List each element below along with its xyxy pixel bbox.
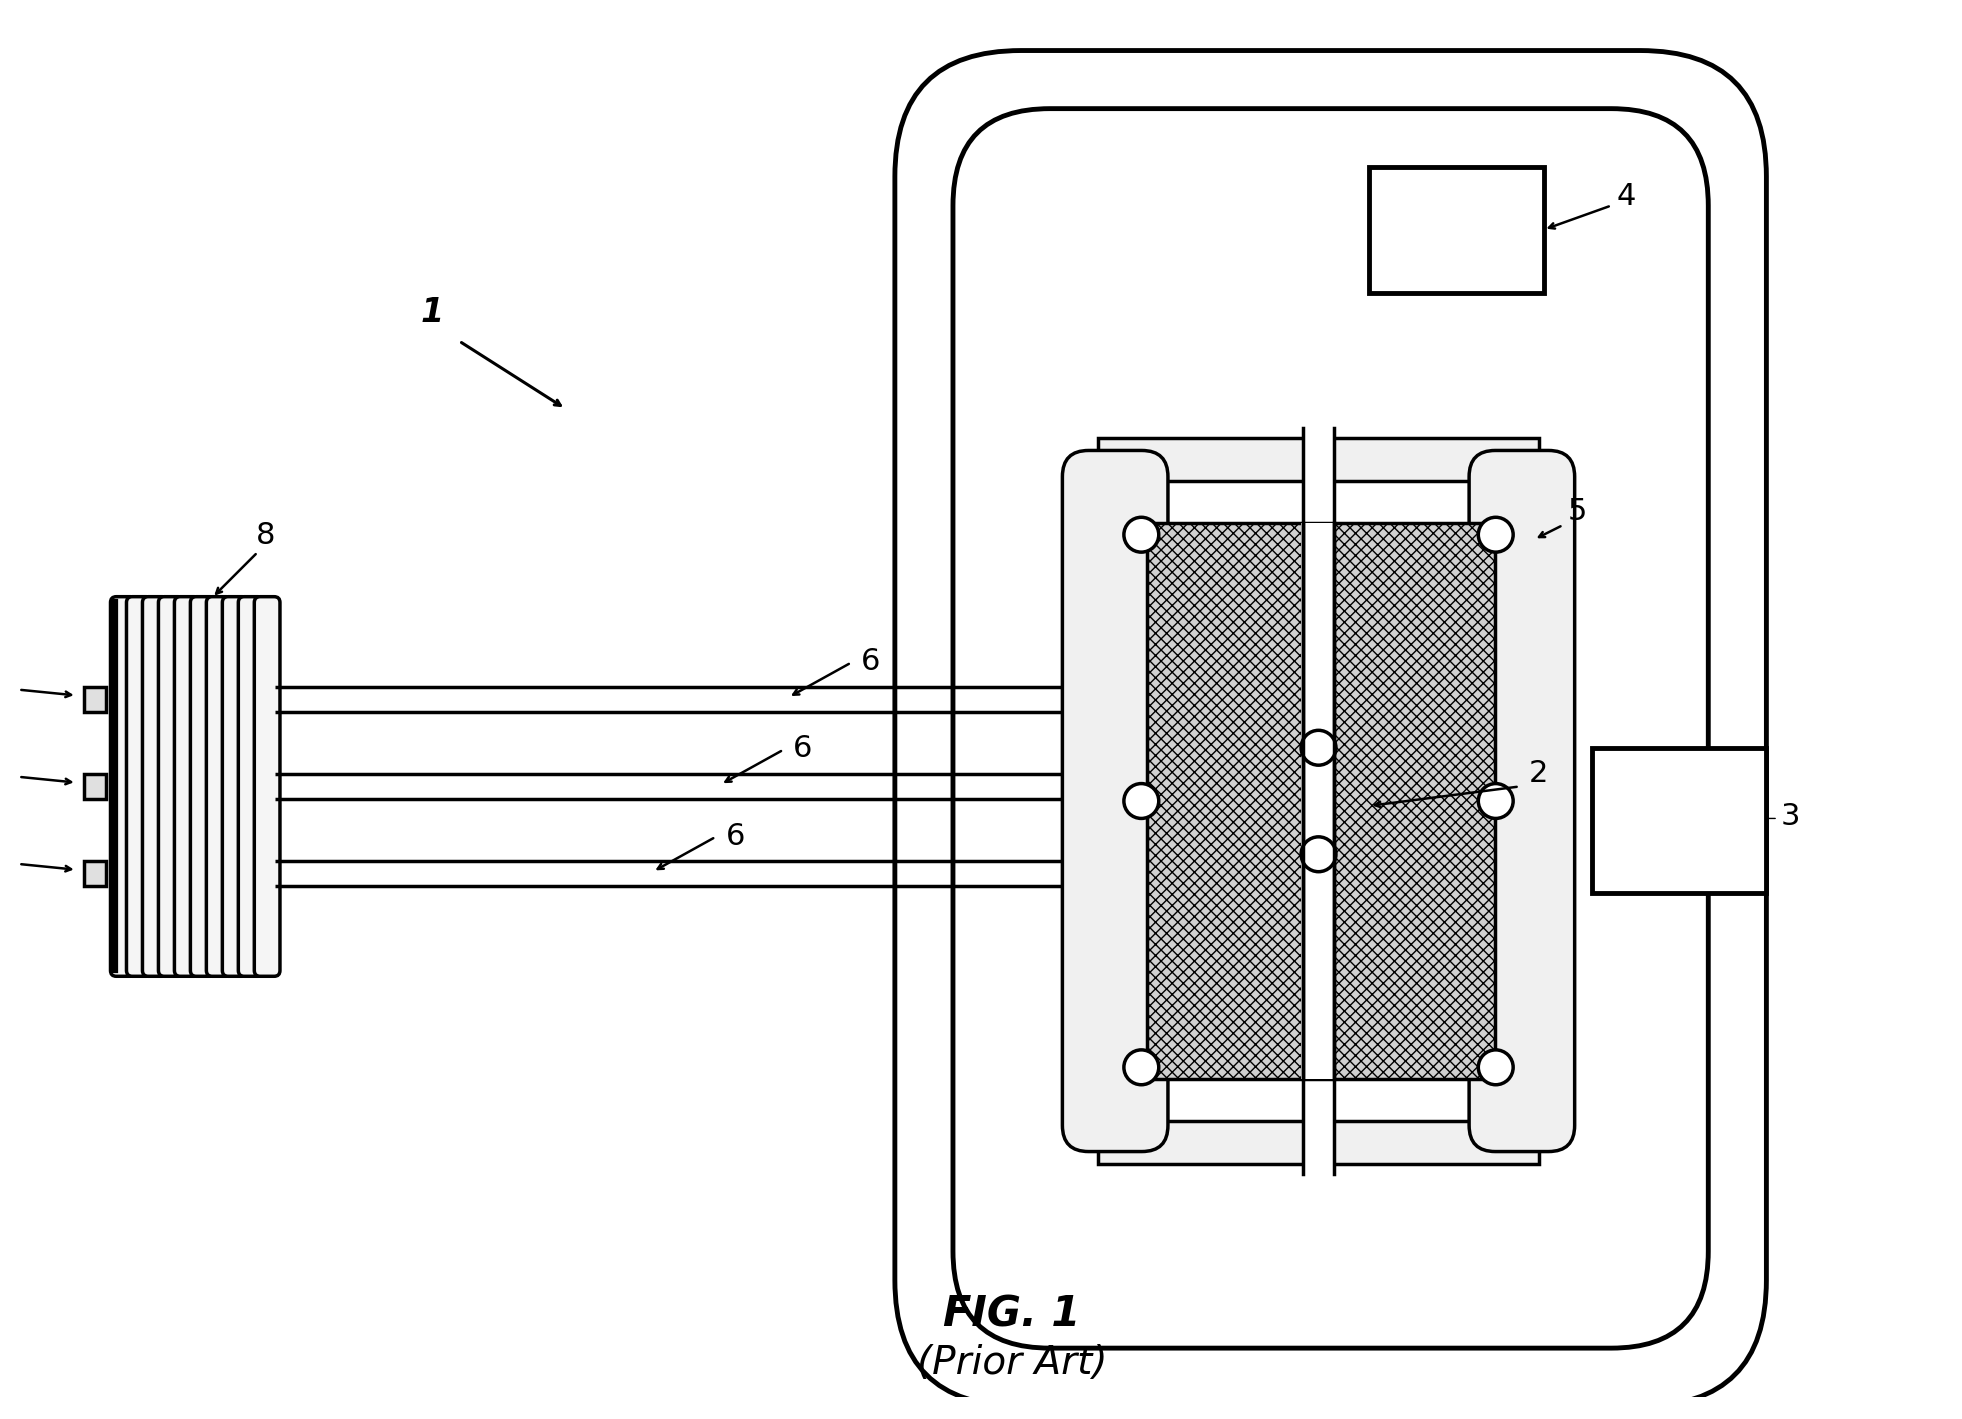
Bar bbox=[1369, 167, 1544, 292]
Text: (Prior Art): (Prior Art) bbox=[916, 1344, 1107, 1382]
FancyBboxPatch shape bbox=[159, 596, 184, 976]
FancyBboxPatch shape bbox=[110, 596, 135, 976]
Bar bbox=[1301, 524, 1336, 1078]
FancyBboxPatch shape bbox=[1470, 450, 1575, 1152]
FancyBboxPatch shape bbox=[143, 596, 169, 976]
Bar bbox=[84, 773, 106, 799]
Text: 6: 6 bbox=[793, 735, 812, 763]
Text: FIG. 1: FIG. 1 bbox=[944, 1293, 1081, 1335]
FancyBboxPatch shape bbox=[190, 596, 216, 976]
Bar bbox=[1099, 438, 1538, 481]
Bar bbox=[84, 687, 106, 712]
Text: 4: 4 bbox=[1617, 183, 1636, 211]
Bar bbox=[1303, 419, 1334, 1183]
Circle shape bbox=[1124, 783, 1160, 819]
FancyBboxPatch shape bbox=[1007, 163, 1654, 1294]
FancyBboxPatch shape bbox=[1061, 450, 1167, 1152]
Text: 6: 6 bbox=[726, 822, 746, 850]
Text: 6: 6 bbox=[861, 647, 881, 677]
Bar bbox=[84, 861, 106, 887]
Text: 2: 2 bbox=[1528, 759, 1548, 788]
FancyBboxPatch shape bbox=[255, 596, 281, 976]
Text: 8: 8 bbox=[255, 521, 275, 551]
Circle shape bbox=[1301, 837, 1336, 871]
Circle shape bbox=[1477, 783, 1513, 819]
Circle shape bbox=[1301, 731, 1336, 765]
FancyBboxPatch shape bbox=[222, 596, 247, 976]
Text: 1: 1 bbox=[420, 295, 443, 329]
Text: 3: 3 bbox=[1781, 802, 1801, 832]
Bar bbox=[1099, 1121, 1538, 1164]
Circle shape bbox=[1477, 1050, 1513, 1084]
Circle shape bbox=[1124, 1050, 1160, 1084]
Bar bbox=[1591, 748, 1766, 893]
Circle shape bbox=[1124, 518, 1160, 552]
FancyBboxPatch shape bbox=[206, 596, 232, 976]
FancyBboxPatch shape bbox=[126, 596, 153, 976]
FancyBboxPatch shape bbox=[924, 79, 1736, 1378]
Bar bbox=[1146, 524, 1495, 1078]
FancyBboxPatch shape bbox=[175, 596, 200, 976]
Text: 5: 5 bbox=[1568, 497, 1587, 526]
FancyBboxPatch shape bbox=[237, 596, 265, 976]
Circle shape bbox=[1477, 518, 1513, 552]
